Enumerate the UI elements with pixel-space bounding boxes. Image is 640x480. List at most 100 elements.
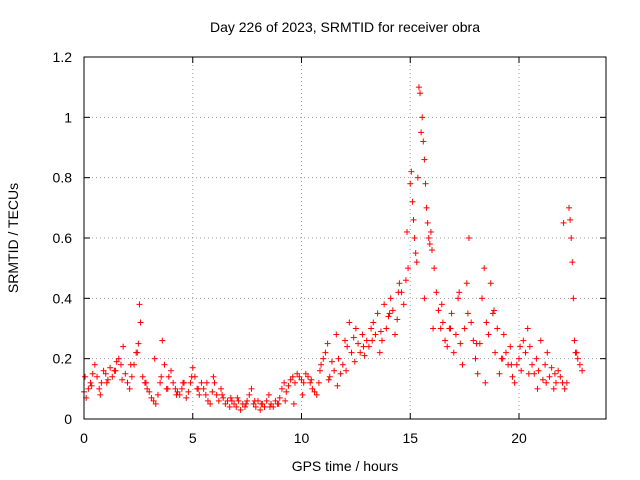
data-point xyxy=(396,280,403,287)
data-point xyxy=(102,370,109,377)
data-point xyxy=(433,289,440,296)
x-tick-label: 0 xyxy=(80,430,88,446)
data-point xyxy=(490,307,497,314)
data-point xyxy=(109,373,116,380)
y-tick-label: 1.2 xyxy=(53,49,73,65)
data-point xyxy=(470,337,477,344)
data-point xyxy=(226,403,233,410)
data-point xyxy=(322,349,329,356)
data-point xyxy=(128,373,135,380)
data-point xyxy=(233,403,240,410)
data-point xyxy=(522,349,529,356)
data-point xyxy=(492,349,499,356)
x-tick-label: 5 xyxy=(189,430,197,446)
data-point xyxy=(266,403,273,410)
data-point xyxy=(408,168,415,175)
data-point xyxy=(439,319,446,326)
data-point xyxy=(316,367,323,374)
data-point xyxy=(173,391,180,398)
data-point xyxy=(285,382,292,389)
data-point xyxy=(422,180,429,187)
data-point xyxy=(569,259,576,266)
data-point xyxy=(363,337,370,344)
data-point xyxy=(543,379,550,386)
data-point xyxy=(318,361,325,368)
data-point xyxy=(457,340,464,347)
data-point xyxy=(294,370,301,377)
data-point xyxy=(231,400,238,407)
data-point xyxy=(417,90,424,97)
data-point xyxy=(235,397,242,404)
data-point xyxy=(120,343,127,350)
data-point xyxy=(355,340,362,347)
y-tick-label: 0.6 xyxy=(53,230,73,246)
data-point xyxy=(178,385,185,392)
data-point xyxy=(463,280,470,287)
data-point xyxy=(283,388,290,395)
data-point xyxy=(360,343,367,350)
data-point xyxy=(563,379,570,386)
data-point xyxy=(415,84,422,91)
data-point xyxy=(228,397,235,404)
y-tick-label: 0 xyxy=(64,411,72,427)
data-point xyxy=(573,349,580,356)
data-point xyxy=(248,385,255,392)
data-point xyxy=(151,355,158,362)
data-point xyxy=(557,373,564,380)
data-point xyxy=(489,310,496,317)
data-point xyxy=(325,376,332,383)
data-point xyxy=(337,370,344,377)
x-tick-label: 10 xyxy=(294,430,310,446)
data-point xyxy=(282,397,289,404)
data-point xyxy=(328,358,335,365)
data-point xyxy=(509,373,516,380)
data-point xyxy=(576,361,583,368)
data-point xyxy=(135,340,142,347)
data-point xyxy=(89,370,96,377)
data-point xyxy=(407,180,414,187)
data-point xyxy=(535,367,542,374)
data-point xyxy=(348,349,355,356)
data-point xyxy=(244,397,251,404)
data-point xyxy=(139,373,146,380)
data-point xyxy=(403,228,410,235)
data-point xyxy=(431,265,438,272)
y-axis-label: SRMTID / TECUs xyxy=(5,183,21,293)
data-point xyxy=(430,325,437,332)
data-point xyxy=(152,400,159,407)
data-point xyxy=(465,235,472,241)
data-point xyxy=(258,400,265,407)
data-point xyxy=(531,370,538,377)
data-point xyxy=(161,361,168,368)
data-point xyxy=(107,364,114,371)
data-point xyxy=(309,385,316,392)
data-point xyxy=(400,301,407,308)
data-point xyxy=(334,382,341,389)
data-point xyxy=(513,361,520,368)
data-point xyxy=(200,385,207,392)
data-point xyxy=(335,355,342,362)
data-point xyxy=(442,337,449,344)
data-point xyxy=(539,376,546,383)
data-point xyxy=(326,373,333,380)
data-point xyxy=(136,301,143,308)
data-point xyxy=(115,355,122,362)
data-point xyxy=(243,400,250,407)
data-point xyxy=(265,391,272,398)
data-point xyxy=(300,379,307,386)
data-point xyxy=(381,301,388,308)
data-point xyxy=(112,367,119,374)
data-point xyxy=(268,400,275,407)
data-point xyxy=(209,388,216,395)
data-point xyxy=(508,361,515,368)
data-point xyxy=(479,295,486,302)
data-point xyxy=(137,319,144,326)
data-point xyxy=(424,219,431,226)
data-point xyxy=(100,367,107,374)
data-point xyxy=(500,331,507,338)
data-point xyxy=(98,379,105,386)
data-point xyxy=(386,310,393,317)
y-tick-label: 0.2 xyxy=(53,351,73,367)
y-tick-label: 0.8 xyxy=(53,170,73,186)
data-point xyxy=(287,376,294,383)
